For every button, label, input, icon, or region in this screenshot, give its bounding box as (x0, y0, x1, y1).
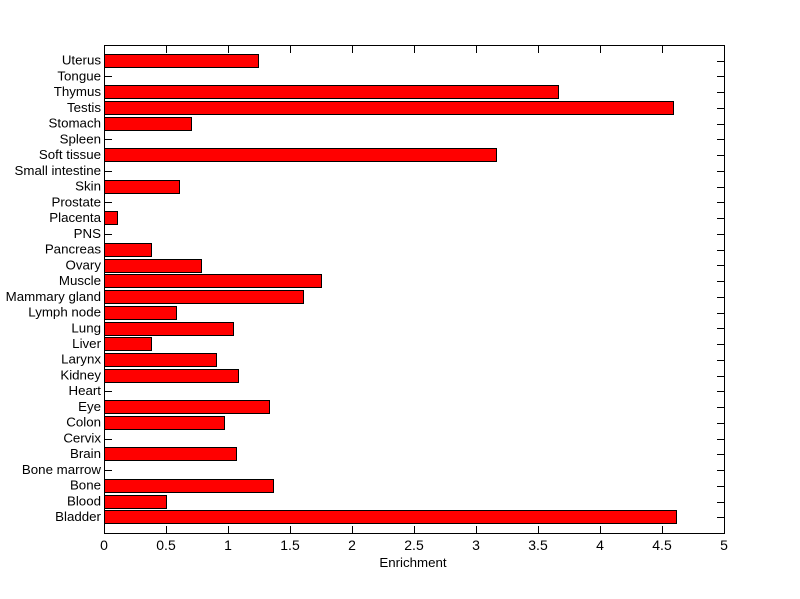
svg-text:Soft tissue: Soft tissue (39, 147, 101, 162)
svg-text:3.5: 3.5 (528, 537, 548, 553)
svg-text:1.5: 1.5 (280, 537, 300, 553)
svg-text:Uterus: Uterus (62, 53, 102, 68)
svg-text:Lung: Lung (71, 320, 101, 335)
svg-text:Blood: Blood (67, 493, 101, 508)
svg-text:0: 0 (100, 537, 108, 553)
svg-text:3: 3 (472, 537, 480, 553)
svg-text:Cervix: Cervix (63, 430, 101, 445)
svg-text:Eye: Eye (78, 399, 101, 414)
svg-text:4: 4 (596, 537, 604, 553)
svg-text:Colon: Colon (66, 415, 101, 430)
svg-text:Stomach: Stomach (49, 116, 101, 131)
svg-text:Bone marrow: Bone marrow (22, 462, 101, 477)
svg-text:Larynx: Larynx (61, 352, 101, 367)
svg-text:Kidney: Kidney (60, 368, 101, 383)
svg-text:1: 1 (224, 537, 232, 553)
svg-text:Spleen: Spleen (60, 131, 101, 146)
svg-text:Bone: Bone (70, 478, 101, 493)
svg-text:Heart: Heart (68, 383, 101, 398)
svg-text:Skin: Skin (75, 179, 101, 194)
svg-text:PNS: PNS (74, 226, 101, 241)
svg-text:5: 5 (720, 537, 728, 553)
svg-text:Small intestine: Small intestine (15, 163, 101, 178)
svg-text:Muscle: Muscle (59, 273, 101, 288)
svg-text:Thymus: Thymus (54, 84, 102, 99)
svg-text:2.5: 2.5 (404, 537, 424, 553)
svg-text:Ovary: Ovary (66, 257, 102, 272)
svg-text:Mammary gland: Mammary gland (6, 289, 101, 304)
svg-text:Lymph node: Lymph node (28, 305, 101, 320)
svg-text:Prostate: Prostate (51, 194, 101, 209)
svg-text:Placenta: Placenta (49, 210, 101, 225)
svg-text:Brain: Brain (70, 446, 101, 461)
svg-text:2: 2 (348, 537, 356, 553)
svg-text:Bladder: Bladder (55, 509, 101, 524)
svg-text:Pancreas: Pancreas (45, 242, 102, 257)
svg-text:0.5: 0.5 (156, 537, 176, 553)
svg-text:Testis: Testis (67, 100, 101, 115)
svg-text:Liver: Liver (72, 336, 101, 351)
svg-text:Enrichment: Enrichment (379, 555, 447, 570)
svg-text:Tongue: Tongue (57, 68, 101, 83)
svg-text:4.5: 4.5 (652, 537, 672, 553)
